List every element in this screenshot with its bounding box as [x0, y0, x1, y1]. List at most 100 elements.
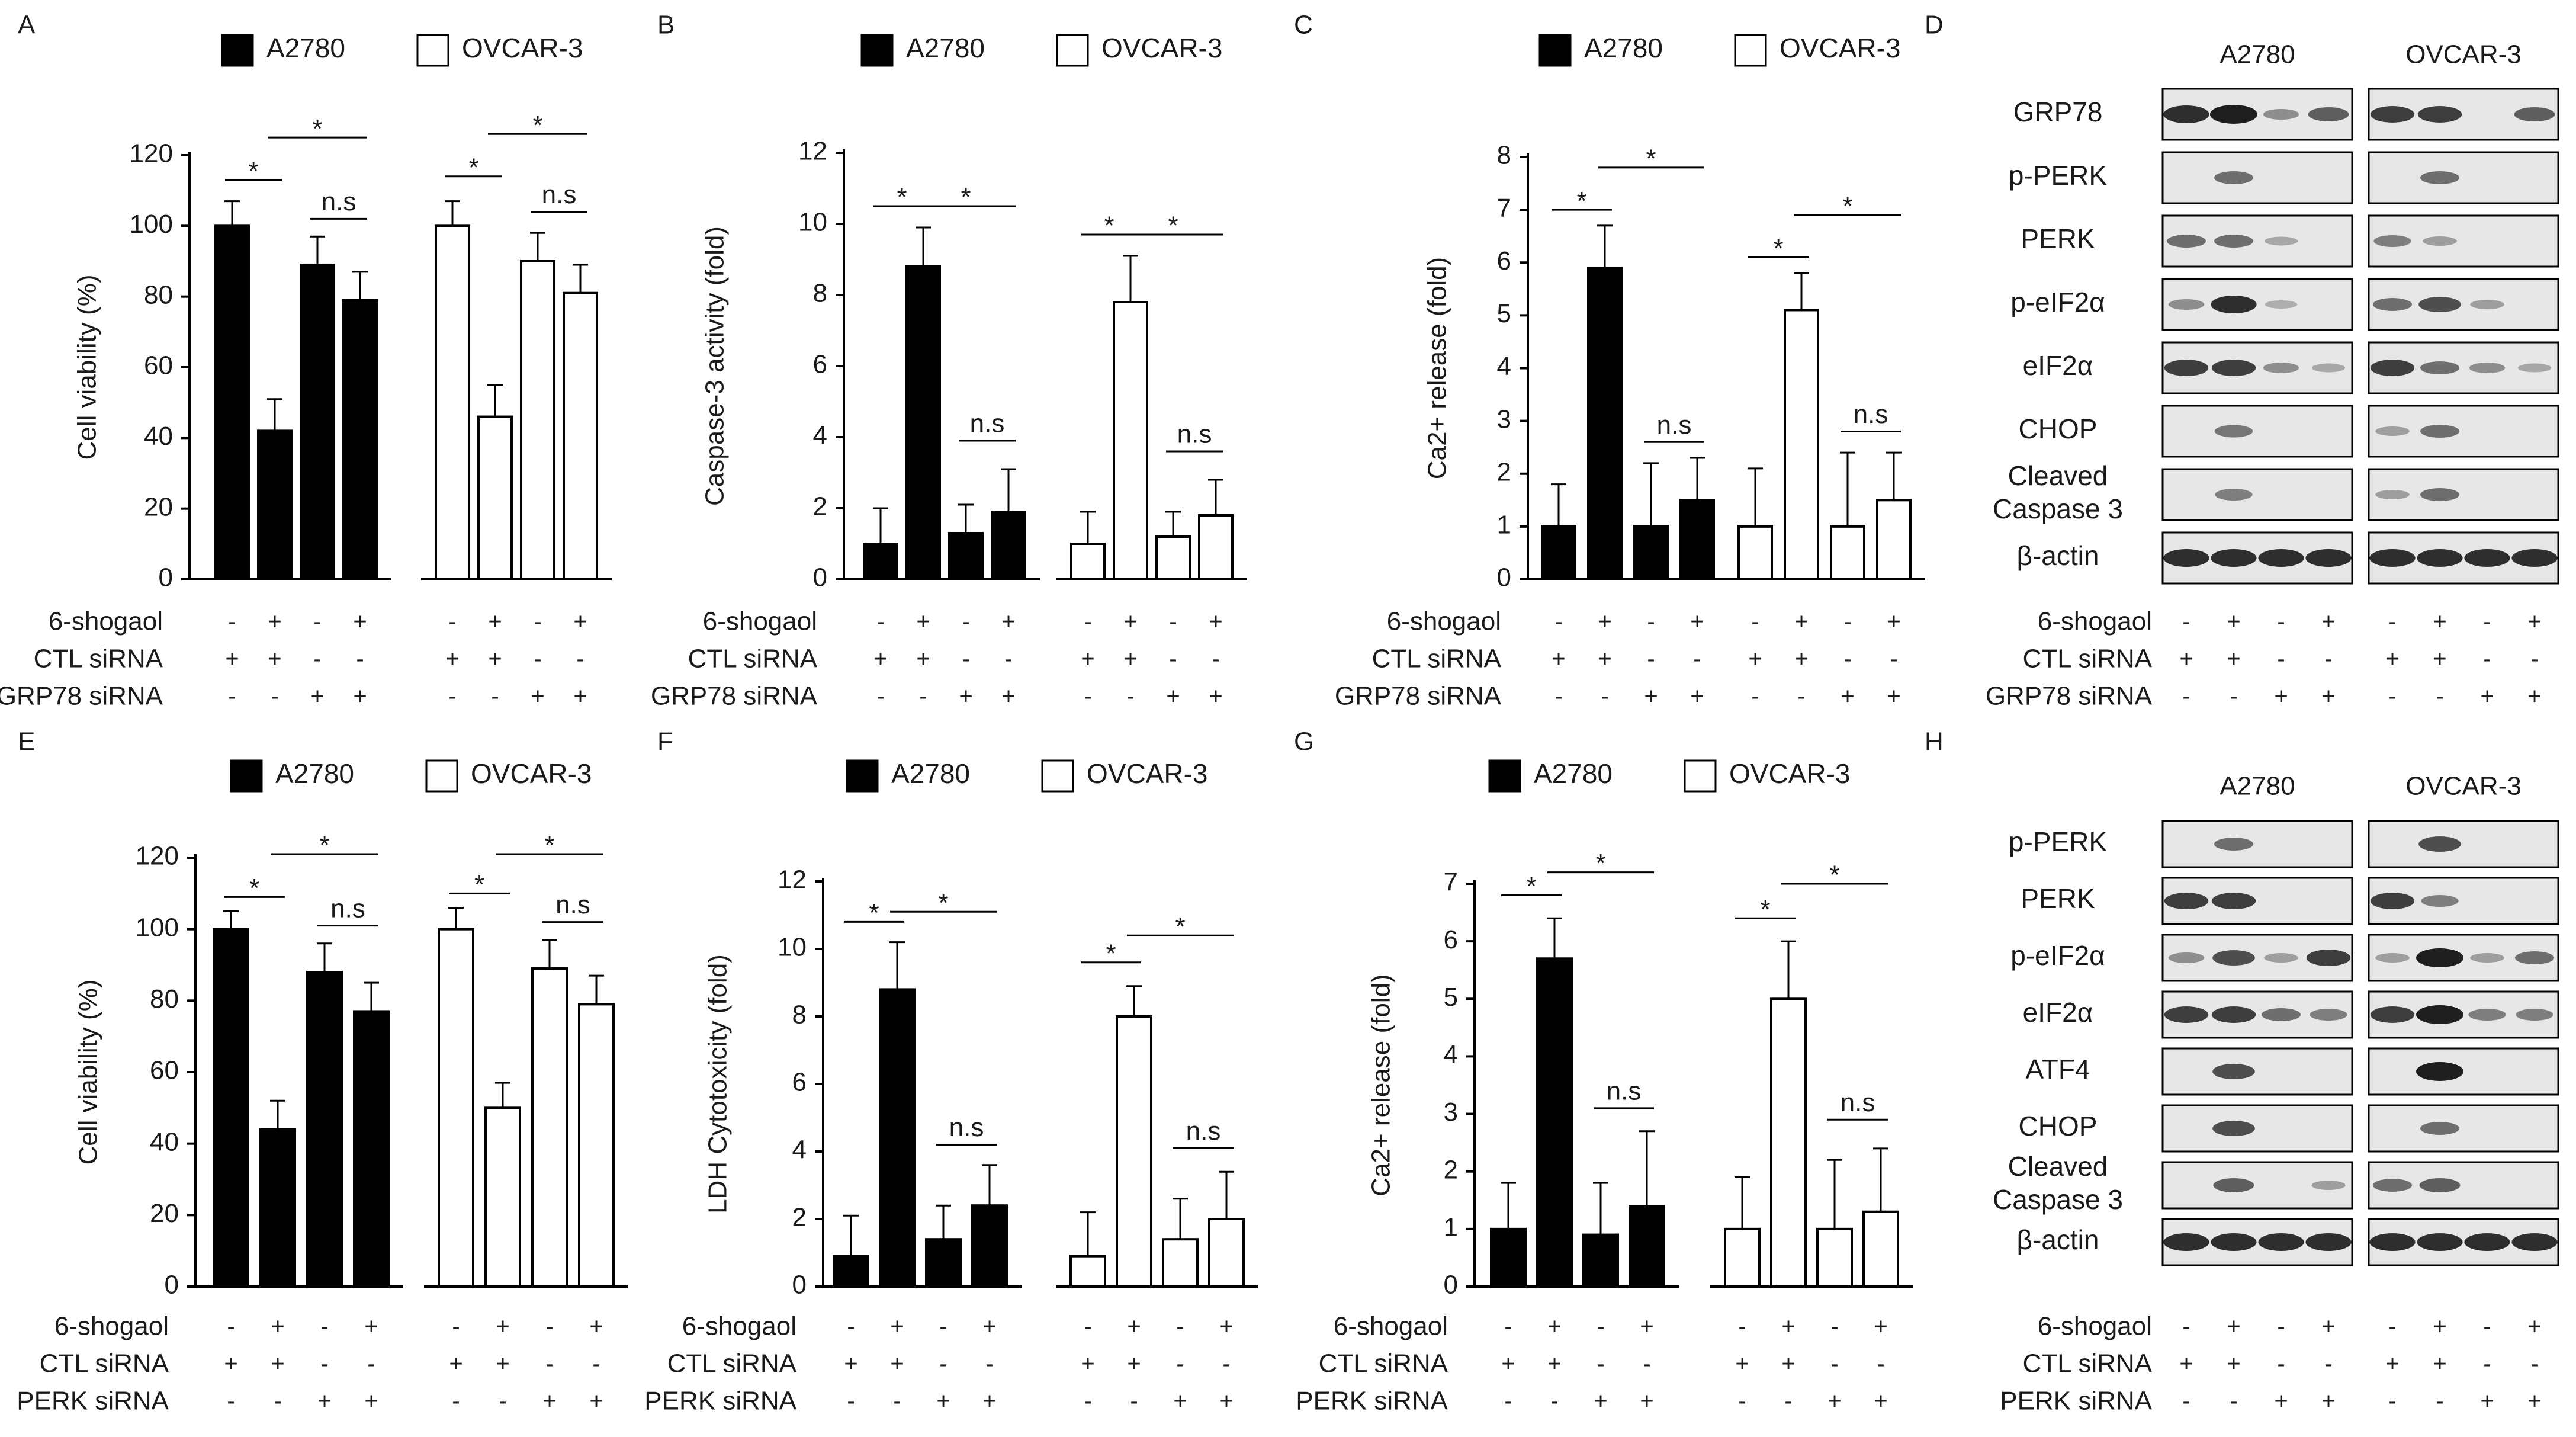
chart-f-row-0-sign: -: [847, 1314, 855, 1340]
chart-f-row-2-sign: -: [1084, 1388, 1091, 1414]
chart-e-y-axis-label: Cell viability (%): [74, 980, 103, 1165]
blot-d-row-label: CHOP: [2019, 413, 2098, 444]
chart-a-significance-label: *: [248, 156, 258, 185]
chart-g-row-2-sign: +: [1827, 1388, 1841, 1414]
chart-a-bar-ovcar-3: [520, 260, 555, 580]
blot-d-row-2-label: GRP78 siRNA: [1986, 682, 2153, 711]
chart-c-bar-ovcar-3: [1876, 499, 1912, 580]
blot-h-band: [2416, 1062, 2463, 1081]
chart-b-row-2-sign: +: [1166, 684, 1180, 710]
legend-2-a2780-swatch: [1538, 34, 1572, 67]
blot-h-row-0-sign: -: [2182, 1314, 2190, 1340]
chart-a-y-axis-label: Cell viability (%): [73, 275, 102, 460]
chart-c-significance-label: *: [1842, 192, 1852, 221]
blot-d-row-label: PERK: [2021, 223, 2095, 254]
chart-c-significance-label: *: [1646, 144, 1656, 173]
chart-c-row-1-label: CTL siRNA: [1372, 644, 1502, 673]
blot-h-row-2-sign: +: [2527, 1388, 2541, 1414]
chart-b-bar-ovcar-3: [1198, 514, 1234, 580]
blot-d-row-1-sign: -: [2483, 646, 2491, 672]
blot-h-membrane: [2368, 1104, 2559, 1153]
chart-a-bar-a2780: [214, 224, 250, 581]
chart-a-row-0-sign: -: [228, 609, 236, 635]
chart-e-bar-ovcar-3: [484, 1106, 521, 1288]
chart-f-significance-label: *: [1175, 912, 1185, 941]
chart-a-bar-ovcar-3: [435, 224, 470, 581]
blot-d-row-label: Caspase 3: [1993, 493, 2123, 524]
blot-d-band: [2264, 236, 2298, 246]
chart-c-row-2-sign: -: [1751, 684, 1759, 710]
chart-a-row-2-sign: -: [271, 684, 278, 710]
blot-d-band: [2470, 300, 2504, 309]
chart-g-significance-label: *: [1829, 861, 1839, 890]
chart-b-row-2-sign: -: [876, 684, 884, 710]
chart-a-row-2-sign: +: [353, 684, 367, 710]
chart-e-row-0-sign: +: [271, 1314, 284, 1340]
chart-f-bar-a2780: [879, 988, 916, 1288]
blot-d-band: [2214, 235, 2253, 248]
chart-g-bar-a2780: [1490, 1227, 1527, 1288]
chart-g-bar-ovcar-3: [1724, 1227, 1761, 1288]
blot-h-row-2-sign: +: [2274, 1388, 2288, 1414]
chart-g-row-1-sign: -: [1877, 1351, 1884, 1377]
chart-b-row-1-sign: -: [1169, 646, 1177, 672]
blot-h-band: [2311, 1181, 2346, 1190]
blot-d-band: [2211, 360, 2256, 376]
chart-b-bar-a2780: [948, 532, 984, 580]
chart-f-row-2-sign: +: [982, 1388, 996, 1414]
blot-d-row-1-sign: +: [2385, 646, 2399, 672]
chart-g-row-1-sign: -: [1643, 1351, 1650, 1377]
panel-letter-b: B: [657, 11, 674, 40]
chart-e-row-0-label: 6-shogaol: [54, 1312, 169, 1341]
blot-h-band: [2511, 1233, 2558, 1251]
chart-c-y-tick-label: 0: [1497, 563, 1511, 592]
blot-h-row-0-sign: -: [2483, 1314, 2491, 1340]
blot-h-band: [2164, 893, 2209, 909]
chart-b-row-0-sign: -: [962, 609, 969, 635]
blot-h-row-2-sign: -: [2388, 1388, 2396, 1414]
chart-f-bar-ovcar-3: [1208, 1218, 1245, 1288]
chart-b-row-1-sign: +: [1123, 646, 1137, 672]
chart-e-row-0-sign: +: [496, 1314, 509, 1340]
chart-a-bar-ovcar-3: [477, 415, 513, 580]
blot-h-band: [2370, 893, 2415, 909]
blot-h-row-1-sign: +: [2385, 1351, 2399, 1377]
chart-e-bar-a2780: [306, 971, 343, 1288]
blot-h-band: [2163, 1233, 2209, 1251]
chart-b-row-2-sign: -: [919, 684, 927, 710]
blot-h-row-1-sign: -: [2324, 1351, 2332, 1377]
chart-c-row-2-sign: +: [1887, 684, 1900, 710]
blot-h-row-label: β-actin: [2017, 1224, 2099, 1255]
chart-c-row-2-sign: +: [1644, 684, 1658, 710]
chart-a-significance-label: *: [468, 153, 478, 182]
blot-h-band: [2421, 895, 2459, 907]
chart-f-row-0-sign: -: [1084, 1314, 1091, 1340]
chart-e-row-1-sign: +: [496, 1351, 509, 1377]
blot-d-band: [2420, 171, 2459, 184]
blot-d-row-1-label: CTL siRNA: [2023, 644, 2153, 673]
blot-d-band: [2163, 549, 2209, 567]
chart-f-bar-a2780: [971, 1204, 1008, 1288]
chart-g-row-0-sign: -: [1830, 1314, 1838, 1340]
chart-g-row-1-sign: +: [1501, 1351, 1515, 1377]
chart-g-row-1-sign: -: [1830, 1351, 1838, 1377]
chart-a-row-0-sign: -: [448, 609, 456, 635]
blot-d-band: [2373, 235, 2411, 247]
blot-d-band: [2420, 361, 2459, 374]
chart-g-row-2-sign: -: [1504, 1388, 1512, 1414]
blot-d-row-2-sign: -: [2436, 684, 2443, 710]
chart-b-y-tick-label: 12: [798, 137, 827, 166]
chart-f-y-tick-label: 0: [792, 1271, 807, 1300]
chart-c-row-0-sign: -: [1751, 609, 1759, 635]
chart-b-row-1-sign: -: [1004, 646, 1012, 672]
blot-h-band: [2212, 1064, 2255, 1079]
chart-b-bar-a2780: [863, 543, 898, 580]
blot-d-row-1-sign: +: [2179, 646, 2193, 672]
chart-c-row-2-sign: -: [1554, 684, 1562, 710]
legend-1-a2780-swatch: [860, 34, 894, 67]
chart-g-y-axis-label: Ca2+ release (fold): [1367, 974, 1396, 1196]
chart-c-row-0-sign: -: [1647, 609, 1655, 635]
chart-g-significance-label: n.s: [1841, 1088, 1875, 1117]
blot-h-row-label: CHOP: [2019, 1111, 2098, 1141]
blot-d-row-0-sign: -: [2483, 609, 2491, 635]
